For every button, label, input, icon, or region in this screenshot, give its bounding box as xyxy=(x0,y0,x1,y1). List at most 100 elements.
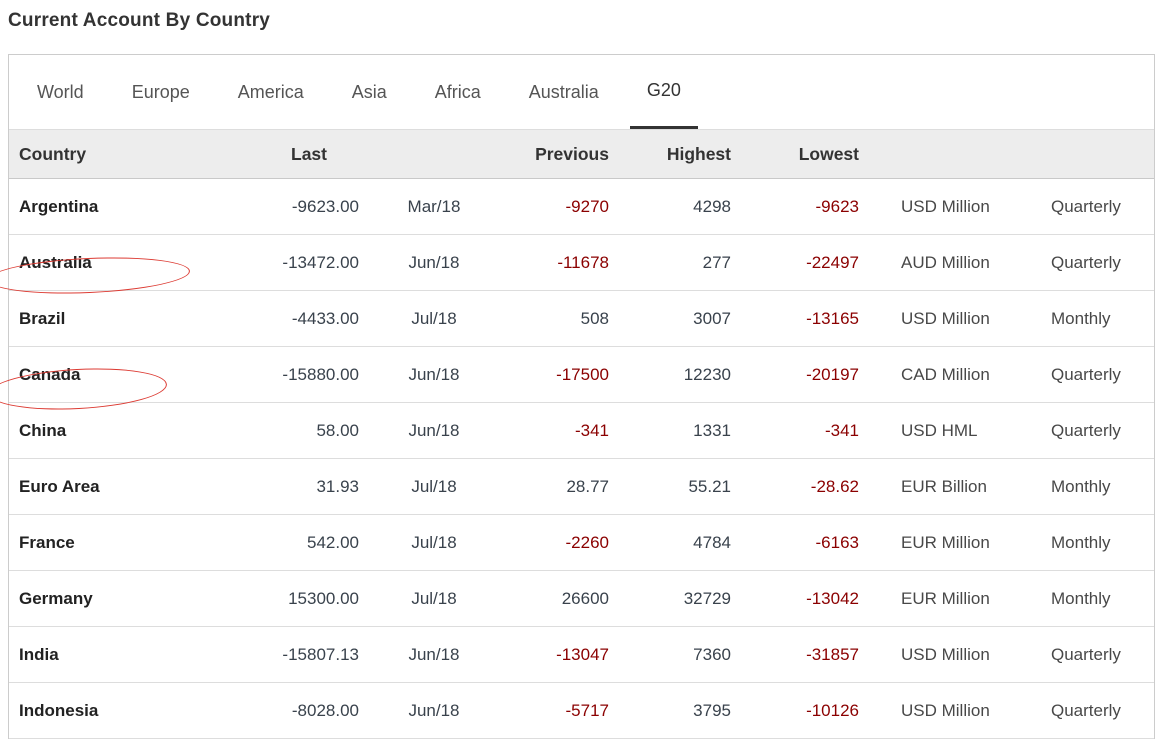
highest-value: 4298 xyxy=(693,196,731,216)
table-body: Argentina -9623.00 Mar/18 -9270 4298 -96… xyxy=(0,179,1154,739)
country-link[interactable]: Canada xyxy=(19,364,81,384)
header-highest: Highest xyxy=(666,143,731,164)
table-row: Indonesia -8028.00 Jun/18 -5717 3795 -10… xyxy=(9,683,1154,739)
previous-value: -5717 xyxy=(565,700,609,720)
frequency-label: Quarterly xyxy=(1051,252,1121,272)
country-link[interactable]: Euro Area xyxy=(19,476,100,496)
unit-label: AUD Million xyxy=(901,252,990,272)
tab-america[interactable]: America xyxy=(237,81,304,102)
highest-value: 7360 xyxy=(693,644,731,664)
header-previous: Previous xyxy=(535,143,609,164)
unit-label: USD Million xyxy=(901,308,990,328)
country-cell: Argentina xyxy=(9,197,259,217)
highest-value: 277 xyxy=(702,252,731,272)
header-country: Country xyxy=(19,143,87,164)
frequency-label: Quarterly xyxy=(1051,644,1121,664)
reference-date: Jun/18 xyxy=(408,700,460,720)
country-link[interactable]: China xyxy=(19,420,67,440)
country-cell: Germany xyxy=(9,589,259,609)
reference-date: Jun/18 xyxy=(408,364,460,384)
frequency-label: Monthly xyxy=(1051,588,1111,608)
reference-date: Jun/18 xyxy=(408,420,460,440)
page-title: Current Account By Country xyxy=(8,10,271,31)
last-value: 15300.00 xyxy=(288,588,359,608)
previous-value: -17500 xyxy=(556,364,609,384)
table-row: Germany 15300.00 Jul/18 26600 32729 -130… xyxy=(9,571,1154,627)
previous-value: -2260 xyxy=(565,532,609,552)
highest-value: 55.21 xyxy=(688,476,731,496)
highest-value: 1331 xyxy=(693,420,731,440)
unit-label: EUR Million xyxy=(901,588,990,608)
table-row: Australia -13472.00 Jun/18 -11678 277 -2… xyxy=(0,235,1154,297)
country-link[interactable]: Argentina xyxy=(19,196,99,216)
frequency-label: Quarterly xyxy=(1051,420,1121,440)
frequency-label: Monthly xyxy=(1051,308,1111,328)
highest-value: 4784 xyxy=(693,532,731,552)
lowest-value: -22497 xyxy=(806,252,859,272)
tab-world[interactable]: World xyxy=(37,81,84,102)
lowest-value: -10126 xyxy=(806,700,859,720)
previous-value: 508 xyxy=(580,308,609,328)
table-row: India -15807.13 Jun/18 -13047 7360 -3185… xyxy=(9,627,1154,683)
reference-date: Jul/18 xyxy=(411,532,457,552)
frequency-label: Monthly xyxy=(1051,532,1111,552)
last-value: -13472.00 xyxy=(282,252,359,272)
highest-value: 3007 xyxy=(693,308,731,328)
country-cell: Australia xyxy=(0,252,259,297)
tab-europe[interactable]: Europe xyxy=(131,81,190,102)
tab-g20[interactable]: G20 xyxy=(629,55,698,129)
country-link[interactable]: Australia xyxy=(19,252,92,272)
unit-label: CAD Million xyxy=(901,364,990,384)
previous-value: -11678 xyxy=(557,252,609,272)
reference-date: Jul/18 xyxy=(411,476,457,496)
unit-label: USD Million xyxy=(901,644,990,664)
lowest-value: -6163 xyxy=(815,532,859,552)
last-value: 31.93 xyxy=(316,476,359,496)
frequency-label: Monthly xyxy=(1051,476,1111,496)
tab-australia[interactable]: Australia xyxy=(528,81,599,102)
table-row: Brazil -4433.00 Jul/18 508 3007 -13165 U… xyxy=(9,291,1154,347)
header-last: Last xyxy=(291,143,327,164)
country-link[interactable]: Brazil xyxy=(19,308,66,328)
frequency-label: Quarterly xyxy=(1051,700,1121,720)
last-value: -8028.00 xyxy=(291,700,359,720)
lowest-value: -9623 xyxy=(815,196,859,216)
country-link[interactable]: France xyxy=(19,532,75,552)
country-link[interactable]: India xyxy=(19,644,59,664)
reference-date: Jul/18 xyxy=(411,588,457,608)
unit-label: USD Million xyxy=(901,196,990,216)
unit-label: EUR Billion xyxy=(901,476,987,496)
unit-label: USD HML xyxy=(901,420,978,440)
header-lowest: Lowest xyxy=(798,143,859,164)
table-row: France 542.00 Jul/18 -2260 4784 -6163 EU… xyxy=(9,515,1154,571)
unit-label: EUR Million xyxy=(901,532,990,552)
country-cell: India xyxy=(9,645,259,665)
previous-value: -9270 xyxy=(565,196,609,216)
last-value: -9623.00 xyxy=(291,196,359,216)
unit-label: USD Million xyxy=(901,700,990,720)
reference-date: Jun/18 xyxy=(408,252,460,272)
last-value: -15807.13 xyxy=(282,644,359,664)
lowest-value: -13042 xyxy=(806,588,859,608)
lowest-value: -20197 xyxy=(806,364,859,384)
previous-value: -13047 xyxy=(556,644,609,664)
lowest-value: -28.62 xyxy=(810,476,859,496)
country-cell: Indonesia xyxy=(9,701,259,721)
frequency-label: Quarterly xyxy=(1051,196,1121,216)
country-cell: Euro Area xyxy=(9,477,259,497)
reference-date: Jun/18 xyxy=(408,644,460,664)
country-cell: France xyxy=(9,533,259,553)
reference-date: Jul/18 xyxy=(411,308,457,328)
tab-asia[interactable]: Asia xyxy=(351,81,387,102)
country-link[interactable]: Germany xyxy=(19,588,93,608)
lowest-value: -31857 xyxy=(806,644,859,664)
tab-africa[interactable]: Africa xyxy=(434,81,481,102)
highest-value: 12230 xyxy=(683,364,731,384)
previous-value: 26600 xyxy=(561,588,609,608)
last-value: 542.00 xyxy=(307,532,359,552)
country-link[interactable]: Indonesia xyxy=(19,700,99,720)
lowest-value: -341 xyxy=(824,420,859,440)
previous-value: -341 xyxy=(574,420,609,440)
country-cell: China xyxy=(9,421,259,441)
country-cell: Brazil xyxy=(9,309,259,329)
